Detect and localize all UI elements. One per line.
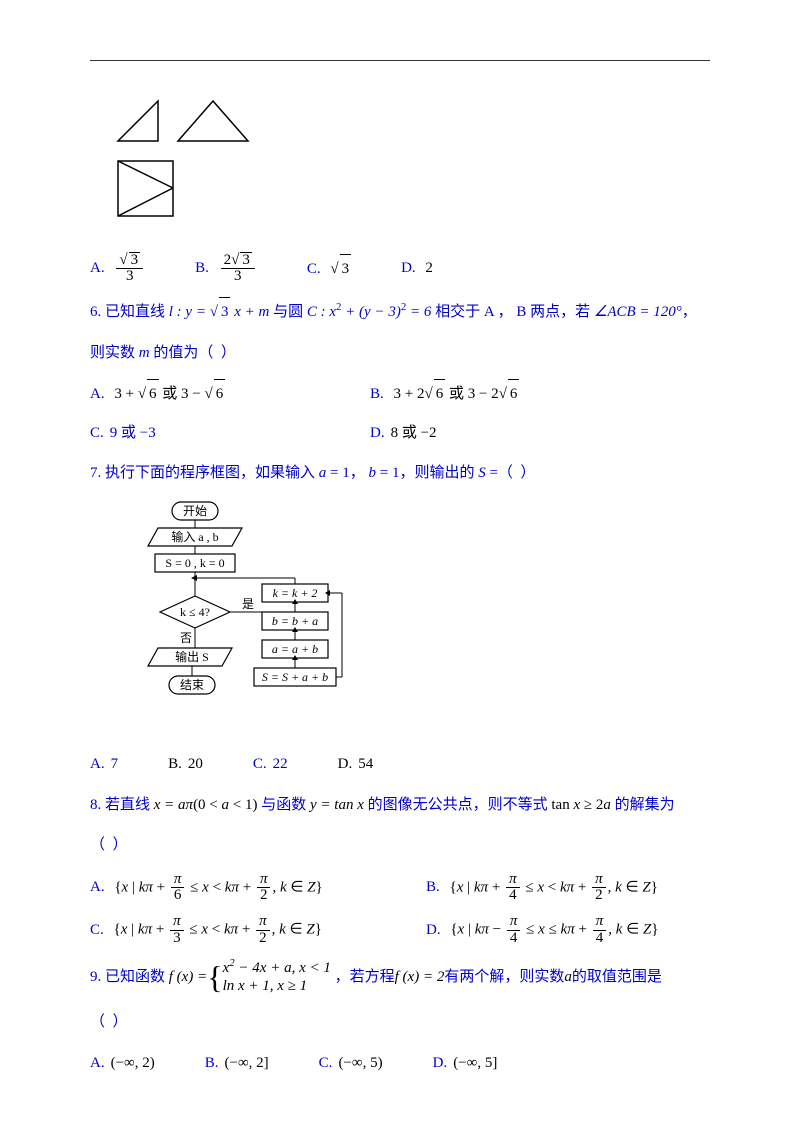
flow-yes: 是 — [242, 597, 254, 611]
q5-choice-D: D. 2 — [401, 254, 433, 283]
q6-choice-D: D.8 或 −2 — [370, 419, 437, 448]
q6-stem-pre: 6. 已知直线 — [90, 304, 169, 320]
q6-stem: 6. 已知直线 l : y = √3 x + m 与圆 C : x2 + (y … — [90, 297, 710, 327]
q7-stem: 7. 执行下面的程序框图，如果输入 a = 1， b = 1，则输出的 S =（… — [90, 459, 710, 488]
flow-s1: k = k + 2 — [273, 586, 318, 600]
q7-choice-B: B.20 — [168, 750, 203, 779]
flow-input: 输入 a , b — [171, 529, 218, 544]
q9-choice-C: C.(−∞, 5) — [319, 1049, 383, 1078]
q9-choice-B: B.(−∞, 2] — [205, 1049, 269, 1078]
q6-choice-C: C.9 或 −3 — [90, 419, 320, 448]
q9-choice-D: D.(−∞, 5] — [433, 1049, 498, 1078]
q9-choice-A: A.(−∞, 2) — [90, 1049, 155, 1078]
q5-choices: A. √33 B. 2√33 C. √3 D. 2 — [90, 252, 710, 286]
q6-choices-row1: A. 3 + √6 或 3 − √6 B. 3 + 2√6 或 3 − 2√6 — [90, 379, 710, 409]
q8-choice-C: C. {x | kπ + π3 ≤ x < kπ + π2, k ∈ Z} — [90, 914, 390, 947]
flow-init: S = 0 , k = 0 — [165, 556, 224, 570]
q9-case2: ln x + 1, x ≥ 1 — [223, 977, 331, 996]
q8-stem-2: （ ） — [90, 831, 710, 860]
q8-choices-row2: C. {x | kπ + π3 ≤ x < kπ + π2, k ∈ Z} D.… — [90, 914, 710, 947]
flow-s3: a = a + b — [272, 642, 318, 656]
q5-figure-triangles — [108, 91, 710, 242]
flow-s4: S = S + a + b — [262, 670, 328, 684]
q7-choices: A.7 B.20 C.22 D.54 — [90, 750, 710, 779]
q9-stem: 9. 已知函数 f (x) = { x2 − 4x + a, x < 1 ln … — [90, 959, 710, 997]
q9-case1: x2 − 4x + a, x < 1 — [223, 959, 331, 978]
q7-flowchart: 开始 输入 a , b S = 0 , k = 0 k ≤ 4? 是 否 k =… — [120, 500, 710, 741]
flow-s2: b = b + a — [272, 614, 318, 628]
q6-stem-mid: 与圆 — [273, 304, 307, 320]
flow-cond: k ≤ 4? — [180, 605, 210, 619]
q5-choice-C: C. √3 — [307, 254, 351, 284]
q6-stem-post1: 相交于 A ， B 两点，若 — [435, 304, 594, 320]
q6-stem-2: 则实数 m 的值为（ ） — [90, 339, 710, 368]
flow-output: 输出 S — [175, 649, 209, 664]
page-top-rule — [90, 60, 710, 61]
q9-choices: A.(−∞, 2) B.(−∞, 2] C.(−∞, 5) D.(−∞, 5] — [90, 1049, 710, 1078]
flow-start: 开始 — [183, 504, 207, 518]
q9-stem-2: （ ） — [90, 1008, 710, 1037]
q5-choice-A: A. √33 — [90, 252, 145, 286]
q5-choice-B: B. 2√33 — [195, 252, 257, 286]
flow-no: 否 — [180, 631, 192, 645]
q8-choice-B: B. {x | kπ + π4 ≤ x < kπ + π2, k ∈ Z} — [426, 872, 658, 905]
q6-choice-B: B. 3 + 2√6 或 3 − 2√6 — [370, 379, 519, 409]
flow-end: 结束 — [180, 678, 204, 692]
q6-choices-row2: C.9 或 −3 D.8 或 −2 — [90, 419, 710, 448]
q7-choice-C: C.22 — [253, 750, 288, 779]
q8-choice-D: D. {x | kπ − π4 ≤ x ≤ kπ + π4, k ∈ Z} — [426, 914, 659, 947]
q8-choices-row1: A. {x | kπ + π6 ≤ x < kπ + π2, k ∈ Z} B.… — [90, 872, 710, 905]
q6-choice-A: A. 3 + √6 或 3 − √6 — [90, 379, 320, 409]
q8-choice-A: A. {x | kπ + π6 ≤ x < kπ + π2, k ∈ Z} — [90, 872, 390, 905]
q7-choice-A: A.7 — [90, 750, 118, 779]
q8-stem: 8. 若直线 x = aπ(0 < a < 1) 与函数 y = tan x 的… — [90, 791, 710, 820]
q7-choice-D: D.54 — [338, 750, 374, 779]
